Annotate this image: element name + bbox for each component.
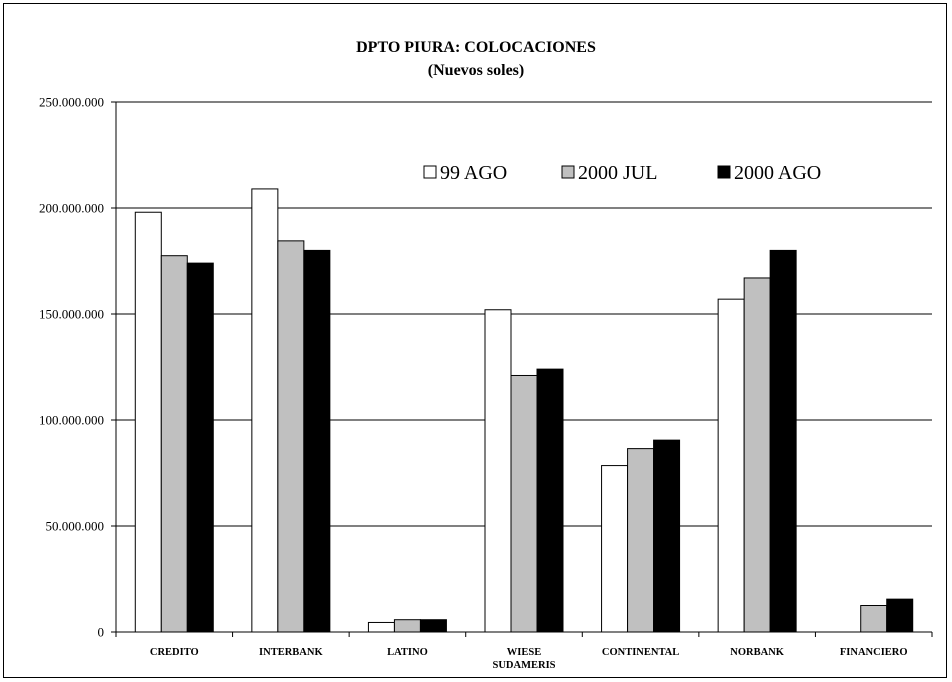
x-tick-label-line: CREDITO	[150, 647, 199, 658]
bar	[769, 249, 797, 633]
bar	[743, 277, 771, 633]
x-tick-label-line: INTERBANK	[259, 647, 323, 658]
y-tick-label: 200.000.000	[39, 201, 104, 216]
y-axis-ticks: 0 50.000.000 100.000.000 150.000.000 200.000…	[39, 95, 116, 640]
y-tick-label: 50.000.000	[46, 519, 105, 534]
bar	[627, 448, 655, 633]
bar	[303, 249, 331, 633]
bar	[160, 255, 188, 633]
x-tick-label-line: NORBANK	[730, 647, 785, 658]
chart-subtitle: (Nuevos soles)	[428, 62, 524, 79]
x-tick-label-line: FINANCIERO	[840, 647, 908, 658]
bar	[186, 262, 214, 633]
legend-swatch	[423, 165, 437, 179]
bar	[419, 619, 447, 633]
x-tick-label: FINANCIERO	[840, 647, 908, 658]
bar	[860, 605, 888, 633]
x-tick-label: WIESE SUDAMERIS	[492, 647, 555, 671]
legend-swatch	[717, 165, 731, 179]
axes	[115, 102, 932, 633]
bar	[886, 598, 914, 633]
x-tick-label: CREDITO	[150, 647, 199, 658]
bar	[717, 298, 745, 633]
chart-title: DPTO PIURA: COLOCACIONES	[356, 39, 596, 56]
y-tick-label: 100.000.000	[39, 413, 104, 428]
bar	[510, 374, 538, 633]
bar	[653, 439, 681, 633]
x-tick-label-line: LATINO	[387, 647, 428, 658]
legend-label: 2000 AGO	[734, 162, 821, 184]
bar	[134, 211, 162, 633]
x-tick-label-line: WIESE	[507, 647, 541, 658]
bar	[277, 240, 305, 633]
x-tick-label: INTERBANK	[259, 647, 323, 658]
y-tick-label: 250.000.000	[39, 95, 104, 110]
bar	[367, 621, 395, 633]
legend-label: 2000 JUL	[578, 162, 657, 184]
legend-swatch	[561, 165, 575, 179]
bar	[601, 465, 629, 633]
x-tick-label-line: SUDAMERIS	[492, 660, 555, 671]
legend: 99 AGO 2000 JUL 2000 AGO	[423, 162, 821, 184]
bar	[251, 188, 279, 633]
bar	[484, 309, 512, 633]
x-tick-label: NORBANK	[730, 647, 785, 658]
bar	[393, 619, 421, 633]
chart-frame	[3, 3, 947, 678]
x-tick-label: LATINO	[387, 647, 428, 658]
bars	[134, 188, 914, 633]
x-axis-ticks: CREDITO INTERBANK LATINO WIESE SUDAMERIS CONT…	[115, 632, 933, 671]
bar	[536, 368, 564, 633]
legend-label: 99 AGO	[440, 162, 507, 184]
y-tick-label: 0	[98, 625, 105, 640]
x-tick-label-line: CONTINENTAL	[602, 647, 679, 658]
x-tick-label: CONTINENTAL	[602, 647, 679, 658]
y-tick-label: 150.000.000	[39, 307, 104, 322]
